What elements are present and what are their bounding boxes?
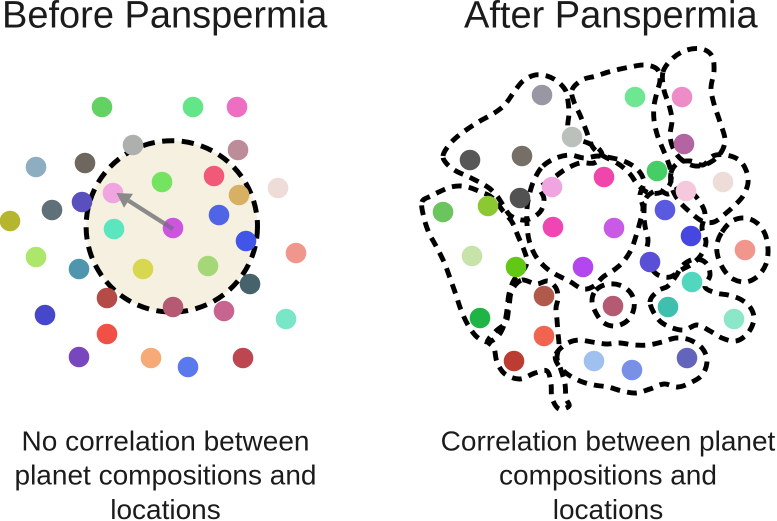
svg-text:After Panspermia: After Panspermia <box>464 0 758 37</box>
svg-text:compositions and: compositions and <box>499 460 717 491</box>
svg-text:Correlation between planet: Correlation between planet <box>441 425 776 456</box>
svg-text:Before Panspermia: Before Panspermia <box>2 0 328 37</box>
svg-text:locations: locations <box>553 494 664 521</box>
svg-text:planet compositions and: planet compositions and <box>15 460 317 491</box>
svg-text:locations: locations <box>110 494 221 521</box>
svg-text:No correlation between: No correlation between <box>22 425 310 456</box>
